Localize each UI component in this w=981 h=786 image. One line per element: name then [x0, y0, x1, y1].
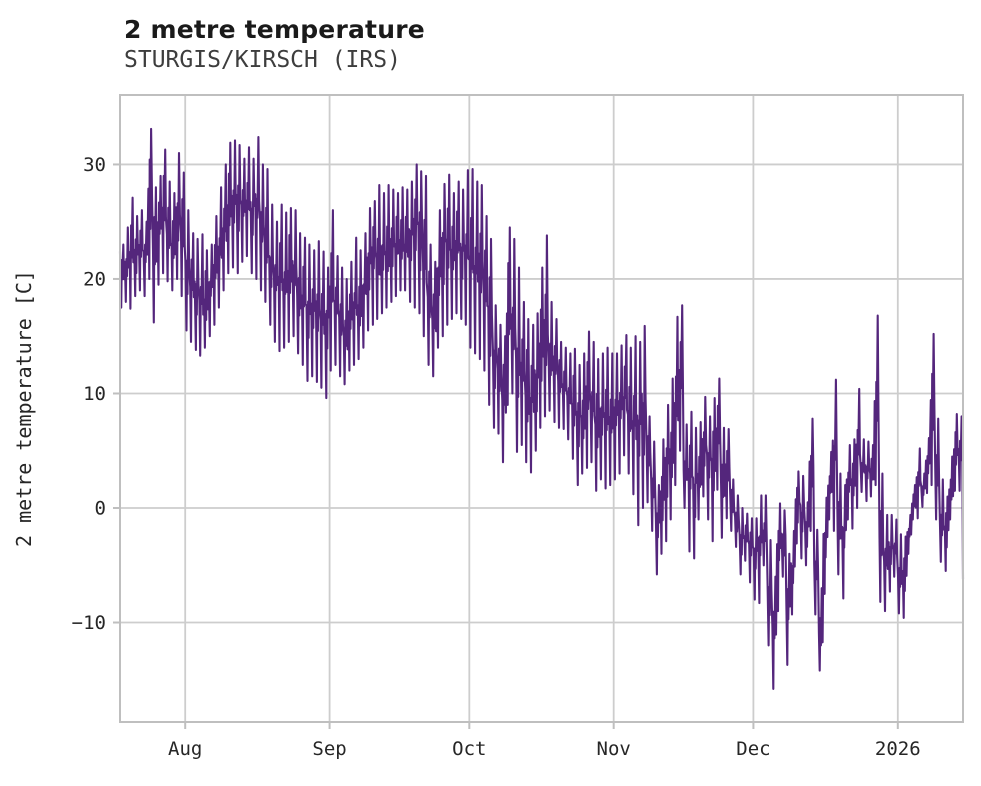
x-tick-label: Sep	[312, 738, 346, 760]
x-tick-labels: Aug Sep Oct Nov Dec 2026	[168, 738, 921, 760]
chart-header: 2 metre temperature STURGIS/KIRSCH (IRS)	[124, 14, 425, 75]
y-tick-label: 20	[83, 268, 106, 290]
y-tick-label: 10	[83, 383, 106, 405]
chart-subtitle: STURGIS/KIRSCH (IRS)	[124, 47, 401, 73]
plot-border	[119, 94, 964, 723]
y-tick-label: 0	[95, 498, 106, 520]
x-tick-label: Nov	[597, 738, 631, 760]
x-tick-label: Dec	[736, 738, 770, 760]
y-tick-labels: 30 20 10 0 −10	[72, 154, 106, 634]
axis-ticks	[113, 163, 899, 729]
y-tick-label: 30	[83, 154, 106, 176]
x-tick-label: 2026	[875, 738, 921, 760]
x-tick-label: Aug	[168, 738, 202, 760]
x-tick-label: Oct	[452, 738, 486, 760]
y-tick-label: −10	[72, 612, 106, 634]
y-axis-label: 2 metre temperature [C]	[12, 270, 36, 547]
series-line	[118, 127, 965, 690]
chart-title: 2 metre temperature	[124, 15, 425, 44]
